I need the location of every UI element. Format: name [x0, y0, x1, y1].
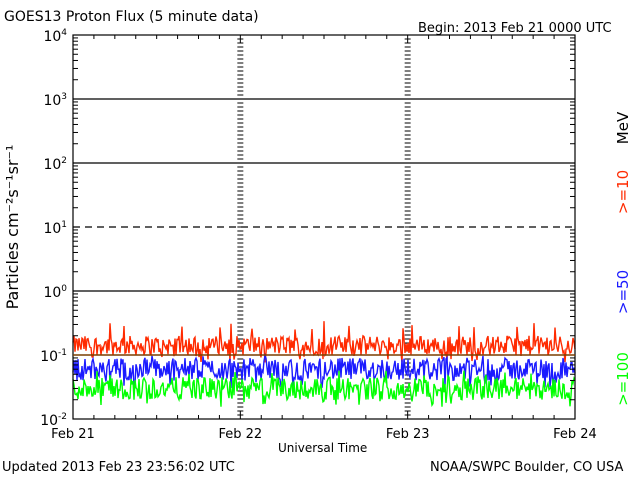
y-tick-label: 104: [43, 28, 67, 45]
x-tick-label: Feb 24: [553, 427, 597, 442]
y-tick-label: 10-2: [40, 412, 67, 429]
axis-layer: [72, 34, 576, 420]
grid-layer: [73, 34, 575, 420]
series-line-2: [72, 370, 576, 408]
begin-time-label: Begin: 2013 Feb 21 0000 UTC: [418, 21, 612, 36]
updated-timestamp: Updated 2013 Feb 23 23:56:02 UTC: [2, 460, 235, 475]
x-tick-label: Feb 21: [51, 427, 95, 442]
legend-label: >=10: [614, 170, 632, 214]
unit-label: MeV: [614, 111, 632, 144]
series-line-0: [72, 321, 576, 363]
y-tick-label: 100: [43, 284, 67, 301]
label-layer: 10-2 10-1 100 101 102 103 104 Feb 21 Feb 22 Feb 2…: [3, 28, 632, 442]
y-tick-label: 102: [43, 156, 67, 173]
legend-label: >=50: [614, 270, 632, 314]
y-tick-label: 10-1: [40, 348, 67, 365]
credit-label: NOAA/SWPC Boulder, CO USA: [430, 460, 624, 475]
y-tick-label: 103: [43, 92, 67, 109]
y-tick-label: 101: [43, 220, 67, 237]
y-axis-title: Particles cm⁻²s⁻¹sr⁻¹: [3, 145, 22, 310]
chart-title: GOES13 Proton Flux (5 minute data): [4, 9, 259, 25]
x-tick-label: Feb 23: [386, 427, 430, 442]
x-tick-label: Feb 22: [218, 427, 262, 442]
series-layer: [72, 321, 576, 408]
series-line-1: [72, 352, 576, 389]
x-axis-label: Universal Time: [278, 441, 368, 455]
legend-label: >=100: [614, 352, 632, 406]
